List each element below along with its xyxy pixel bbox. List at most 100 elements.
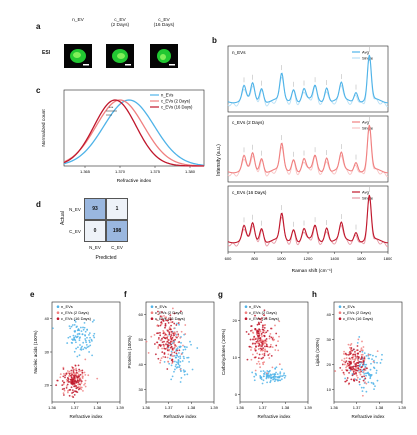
scatter-point xyxy=(257,345,260,347)
scatter-point xyxy=(265,343,268,346)
scatter-point xyxy=(268,357,271,359)
scatter-point xyxy=(267,354,270,356)
scatter-ytick-label: 40 xyxy=(327,312,332,317)
confusion-cell-nc: 1 xyxy=(106,198,128,220)
scatter-xtick-label: 1.38 xyxy=(187,405,196,410)
scatter-point xyxy=(359,350,361,353)
scatter-point xyxy=(65,387,68,389)
scatter-point xyxy=(82,348,85,351)
scatter-point xyxy=(173,334,175,337)
confusion-col-label-n: N_EV xyxy=(89,245,101,250)
scatter-point xyxy=(254,342,256,345)
scatter-legend-dot xyxy=(150,317,154,320)
scatter-ytick-label: 40 xyxy=(139,362,144,367)
scatter-chart-h: Lipids (100%) Refractive index 40 30 20 10 1.3… xyxy=(315,301,406,419)
scatter-point xyxy=(84,339,87,342)
scatter-point xyxy=(260,378,263,381)
scatter-point xyxy=(269,345,272,348)
scatter-point xyxy=(258,337,261,339)
scatter-point xyxy=(164,356,167,359)
scatter-xtick-label: 1.36 xyxy=(330,405,339,410)
scatter-point xyxy=(353,373,356,375)
scatter-point xyxy=(260,319,263,322)
scatter-point xyxy=(355,379,358,382)
scatter-point xyxy=(269,376,272,378)
scatter-point xyxy=(63,389,66,392)
scatter-point xyxy=(370,374,372,377)
scatter-point xyxy=(92,334,95,337)
raman-legend-single: Single xyxy=(362,196,374,201)
scatter-point xyxy=(184,346,186,348)
scatter-point xyxy=(345,360,348,363)
scatter-point xyxy=(346,379,348,382)
scatter-point xyxy=(55,384,58,387)
scatter-point xyxy=(257,317,260,320)
scatter-point xyxy=(179,357,182,360)
scatter-point xyxy=(76,333,79,336)
panel-e-letter: e xyxy=(30,290,35,299)
scatter-point xyxy=(357,367,360,370)
raman-subpanel-title: c_EVs (2 Days) xyxy=(232,120,264,125)
scatter-point xyxy=(375,355,377,358)
scatter-point xyxy=(169,318,172,321)
scatter-legend-dot xyxy=(338,305,342,308)
scatter-point xyxy=(186,356,189,359)
scatter-point xyxy=(159,345,162,347)
scatter-point xyxy=(266,350,269,353)
scatter-point xyxy=(76,379,79,382)
scatter-point xyxy=(159,315,162,318)
scatter-point xyxy=(253,335,256,338)
scatter-point xyxy=(163,337,166,339)
scatter-point xyxy=(245,331,248,333)
scatter-point xyxy=(80,380,83,383)
scatter-point xyxy=(351,356,354,359)
scatter-point xyxy=(161,347,163,350)
scatter-point xyxy=(164,322,167,325)
scatter-point xyxy=(157,347,160,350)
scatter-point xyxy=(74,335,77,337)
scatter-point xyxy=(62,392,65,395)
scatter-point xyxy=(179,345,182,348)
scatter-point xyxy=(175,324,178,326)
scatter-panel-f: f Proteins (100%) Refractive index 60 50 40 30… xyxy=(124,290,218,430)
scatter-point xyxy=(63,381,65,384)
scatter-point xyxy=(268,337,271,340)
scatter-point xyxy=(161,351,164,354)
scatter-point xyxy=(61,380,64,382)
scatter-point xyxy=(73,336,76,339)
scatter-point xyxy=(59,376,62,379)
scatter-point xyxy=(361,394,364,397)
scatter-legend-dot xyxy=(244,305,248,308)
scatter-point xyxy=(363,357,366,360)
scatter-point xyxy=(279,371,282,374)
scatter-point xyxy=(68,394,71,397)
scatter-point xyxy=(259,345,262,348)
scatter-point xyxy=(262,331,264,334)
scatter-xtick-label: 1.38 xyxy=(281,405,290,410)
scatter-point xyxy=(88,341,91,344)
scatter-point xyxy=(256,332,259,334)
scatter-point xyxy=(356,345,359,347)
scatter-point xyxy=(177,335,180,337)
raman-subpanel-title: c_EVs (16 Days) xyxy=(232,190,267,195)
scatter-point xyxy=(272,373,274,376)
scatter-point xyxy=(362,360,365,362)
scatter-point xyxy=(73,390,76,392)
scatter-point xyxy=(177,356,180,358)
scatter-point xyxy=(350,352,352,354)
legend-label-n-evs: n_EVs xyxy=(161,93,173,98)
scatter-point xyxy=(69,335,72,338)
scatter-legend-dot xyxy=(56,311,60,314)
scatter-point xyxy=(257,336,260,338)
scatter-point xyxy=(176,354,178,356)
scatter-point xyxy=(363,372,366,375)
scatter-point xyxy=(80,388,83,391)
scatter-point xyxy=(51,327,54,330)
scatter-point xyxy=(343,360,345,363)
scatter-point xyxy=(160,321,163,323)
esi-row-label: ESI xyxy=(42,50,51,56)
scatter-point xyxy=(67,389,69,392)
scatter-point xyxy=(266,372,268,375)
scatter-point xyxy=(164,324,167,327)
scatter-point xyxy=(159,324,162,327)
